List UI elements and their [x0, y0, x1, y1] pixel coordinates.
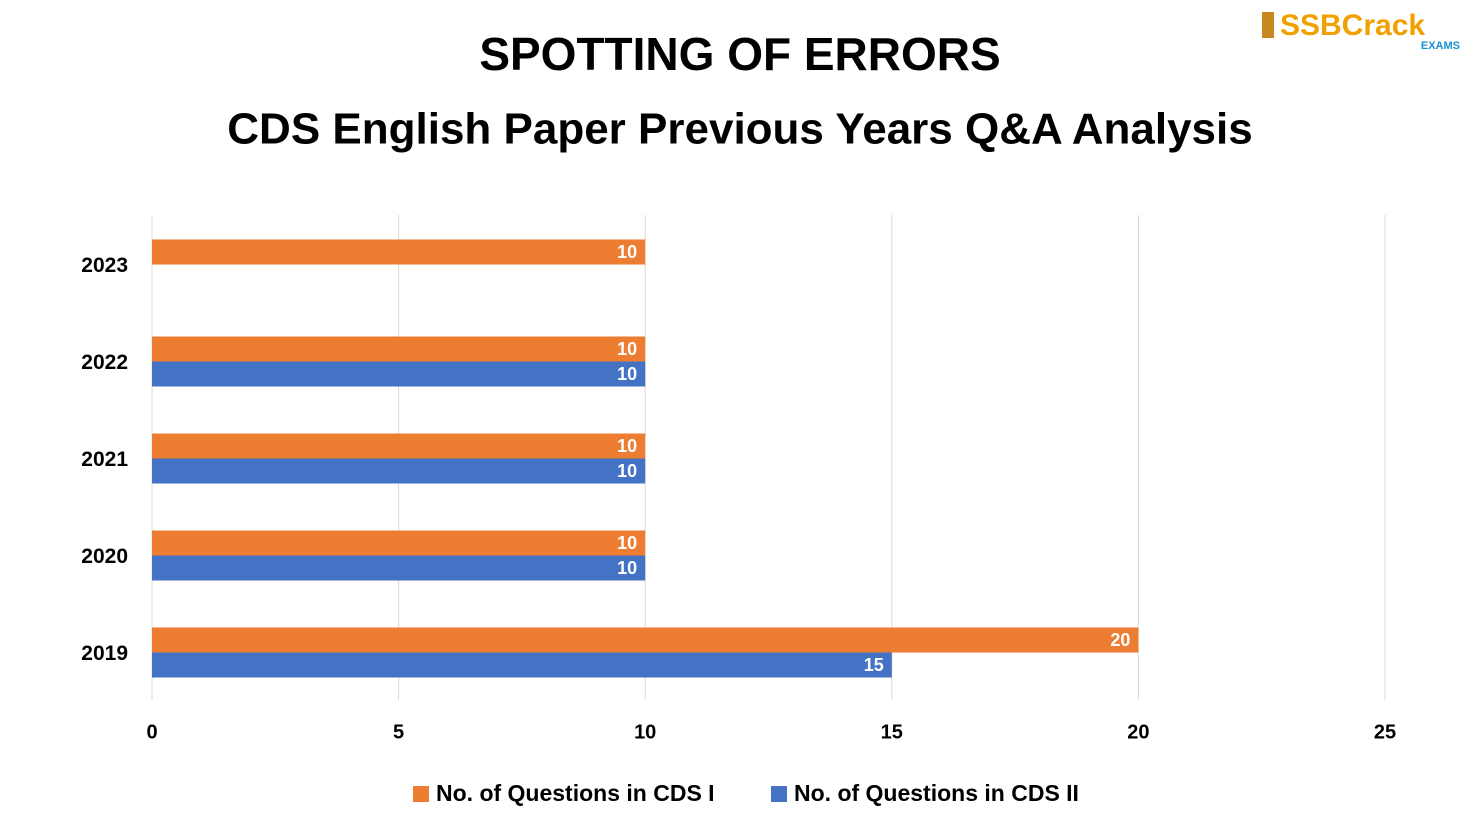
- legend-swatch: [413, 786, 429, 802]
- data-label: 10: [617, 461, 637, 481]
- x-tick-label: 25: [1374, 721, 1396, 743]
- logo-name: SSBCrack: [1280, 9, 1425, 42]
- logo-icon: [1262, 12, 1274, 38]
- data-label: 10: [617, 242, 637, 262]
- x-tick-label: 20: [1127, 721, 1149, 743]
- bar: [152, 652, 892, 678]
- bar: [152, 458, 646, 484]
- data-label: 10: [617, 339, 637, 359]
- bar: [152, 627, 1139, 653]
- y-tick-label: 2020: [81, 545, 128, 568]
- x-tick-label: 15: [881, 721, 903, 743]
- data-label: 10: [617, 436, 637, 456]
- bar: [152, 530, 646, 556]
- y-tick-label: 2022: [81, 351, 128, 374]
- x-tick-label: 5: [393, 721, 404, 743]
- legend-label: No. of Questions in CDS II: [794, 780, 1079, 806]
- legend-label: No. of Questions in CDS I: [436, 780, 715, 806]
- x-tick-label: 0: [146, 721, 157, 743]
- logo-sub: EXAMS: [1421, 40, 1460, 52]
- data-label: 10: [617, 533, 637, 553]
- bar: [152, 433, 646, 459]
- bar: [152, 239, 646, 265]
- y-tick-label: 2023: [81, 254, 128, 277]
- legend-swatch: [771, 786, 787, 802]
- y-tick-label: 2021: [81, 448, 128, 471]
- chart-title: SPOTTING OF ERRORS: [479, 28, 1000, 80]
- y-tick-label: 2019: [81, 642, 128, 665]
- data-label: 10: [617, 364, 637, 384]
- data-label: 15: [864, 655, 884, 675]
- chart-subtitle: CDS English Paper Previous Years Q&A Ana…: [227, 105, 1252, 154]
- x-tick-label: 10: [634, 721, 656, 743]
- data-label: 10: [617, 558, 637, 578]
- bar: [152, 336, 646, 362]
- bar: [152, 555, 646, 581]
- bar: [152, 361, 646, 387]
- data-label: 20: [1110, 630, 1130, 650]
